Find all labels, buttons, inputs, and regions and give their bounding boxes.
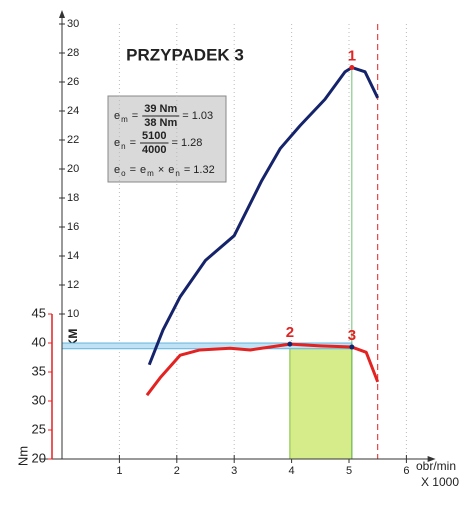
y-tick-label: 24 [67,105,79,117]
formula-text: = [132,110,138,122]
x-tick-label: 4 [289,465,295,477]
x-tick-label: 2 [174,465,180,477]
formula-text: e [114,137,120,149]
formula-denominator: 38 Nm [144,117,177,129]
annotation-label: 1 [348,47,356,64]
y-tick-label: 18 [67,192,79,204]
formula-text: = 1.32 [184,164,215,176]
series-line [145,342,380,397]
y-tick-label: 20 [67,163,79,175]
annotation-point [349,65,355,70]
formula-subscript: m [121,115,128,124]
formula-subscript: n [175,169,179,178]
y-tick-label: 26 [67,76,79,88]
y-tick-label: 12 [67,279,79,291]
y2-tick-label: 20 [32,450,46,465]
annotation-label: 2 [286,324,294,341]
y-axis-arrow [59,10,65,18]
formula-numerator: 39 Nm [144,103,177,115]
annotation-label: 3 [348,327,356,344]
formula-box [107,95,227,183]
formula-text: e [114,110,120,122]
x-axis-arrow [427,456,436,462]
y-tick-label: 30 [67,18,79,30]
formula-text: = 1.03 [182,110,213,122]
annotation-point [349,344,355,350]
x-axis-label: obr/min [416,459,456,473]
y2-tick-label: 30 [32,392,46,407]
formula-subscript: m [147,169,154,178]
x-tick-label: 1 [116,465,122,477]
x-tick-label: 6 [403,465,409,477]
y2-tick-label: 25 [32,421,46,436]
y2-tick-label: 40 [32,334,46,349]
formula-text: e [168,164,174,176]
shaded-region [289,346,353,460]
y2-axis-label: Nm [15,446,30,466]
y-tick-label: 16 [67,221,79,233]
formula-numerator: 5100 [142,130,166,142]
annotation-point [287,341,293,347]
x-tick-label: 3 [231,465,237,477]
chart-title: PRZYPADEK 3 [126,45,244,64]
x-axis-unit: X 1000 [421,475,459,489]
formula-text: = [130,137,136,149]
x-tick-label: 5 [346,465,352,477]
formula-text: = 1.28 [172,137,203,149]
y2-tick-label: 35 [32,363,46,378]
formula-text: × [158,164,164,176]
y2-tick-label: 45 [32,305,46,320]
formula-denominator: 4000 [142,144,166,156]
formula-text: = [130,164,136,176]
y-tick-label: 14 [67,250,79,262]
formula-subscript: n [121,142,125,151]
y-tick-label: 28 [67,47,79,59]
formula-text: e [140,164,146,176]
y-tick-label: 22 [67,134,79,146]
formula-text: e [114,164,120,176]
y-tick-label: 10 [67,308,79,320]
formula-subscript: o [121,169,126,178]
